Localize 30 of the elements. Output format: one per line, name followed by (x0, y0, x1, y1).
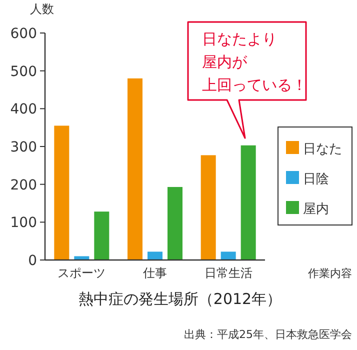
y-tick-label: 100 (10, 215, 37, 232)
y-tick-label: 600 (10, 26, 37, 42)
y-tick-label: 0 (28, 253, 37, 269)
text: 熱中症の発生場所（2012年） (78, 290, 282, 308)
y-axis-title: 人数 (30, 2, 54, 16)
x-axis-title: 作業内容 (307, 267, 352, 280)
y-tick-label: 400 (10, 102, 37, 118)
bar (148, 252, 162, 260)
bar (94, 212, 110, 260)
legend-label: 日陰 (303, 172, 329, 187)
legend-label: 日なた (303, 142, 342, 157)
bar (220, 252, 236, 260)
annotation: 日なたより (202, 30, 277, 48)
bar (54, 126, 70, 260)
bar (240, 145, 256, 260)
bar (128, 78, 142, 260)
y-tick-label: 300 (10, 140, 37, 156)
x-tick-label: 仕事 (142, 266, 167, 280)
bar (168, 186, 182, 260)
source-note: 出典：平成25年、日本救急医学会 (184, 328, 352, 341)
annotation: 屋内が (202, 53, 248, 71)
x-tick-label: スポーツ (58, 266, 106, 280)
y-tick-label: 500 (10, 64, 37, 80)
callout: 日なたより 屋内が 上回っている！ (187, 21, 307, 139)
bar (200, 155, 216, 260)
annotation: 上回っている！ (202, 76, 307, 94)
x-tick-label: 日常生活 (204, 266, 252, 280)
bar (74, 256, 90, 260)
y-tick-label: 200 (10, 177, 37, 194)
legend-label: 屋内 (303, 202, 329, 217)
